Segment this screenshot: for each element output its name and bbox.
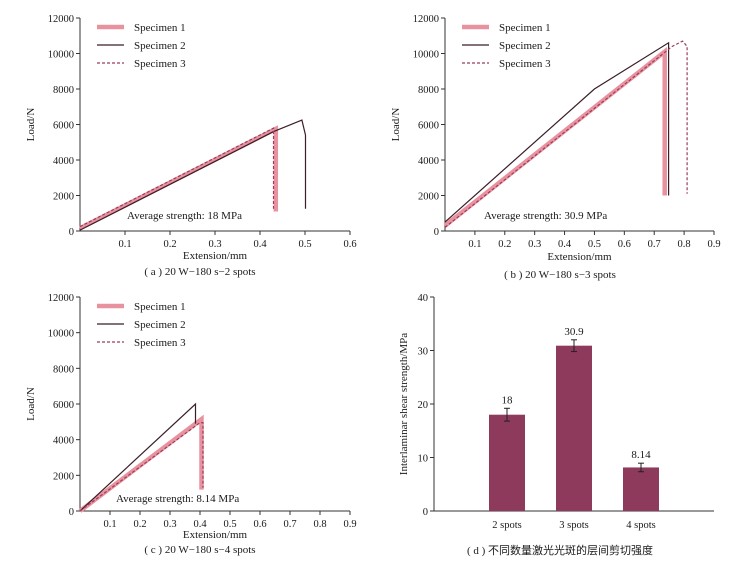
average-strength-annotation: Average strength: 18 MPa	[127, 210, 242, 222]
legend-label-1: Specimen 1	[134, 301, 186, 313]
y-axis-label: Load/N	[390, 108, 402, 142]
legend-label-1: Specimen 1	[134, 22, 186, 34]
series-line-3	[444, 40, 688, 228]
y-axis-label: Load/N	[25, 108, 37, 142]
y-tick-label: 10000	[48, 329, 74, 340]
panel-caption: ( c ) 20 W−180 s−4 spots	[144, 544, 255, 556]
legend-label-3: Specimen 3	[134, 58, 186, 70]
category-label: 2 spots	[492, 520, 521, 531]
x-tick-label: 0.2	[498, 239, 511, 250]
x-tick-label: 0.4	[253, 239, 267, 250]
x-tick-label: 0.4	[558, 239, 572, 250]
y-tick-label: 12000	[413, 14, 439, 25]
y-tick-label: 40	[418, 293, 429, 304]
x-tick-label: 0.5	[588, 239, 601, 250]
y-tick-label: 0	[423, 507, 428, 518]
bar-1	[489, 414, 525, 511]
panel-a: 0.1 0.2 0.3 0.4 0.5 0.6 0 2000 4000 6000 8000 10000…	[25, 14, 357, 278]
series-line-1	[78, 125, 279, 231]
y-tick-label: 4000	[53, 156, 74, 167]
series-line-3	[79, 422, 204, 512]
panel-c: 0.1 0.2 0.3 0.4 0.5 0.6 0.7 0.8 0.9 0 2000 4000 6000…	[25, 293, 357, 556]
x-tick-label: 0.5	[223, 519, 236, 530]
panel-caption: ( b ) 20 W−180 s−3 spots	[504, 269, 616, 281]
x-tick-label: 0.2	[163, 239, 176, 250]
x-tick-label: 0.7	[648, 239, 661, 250]
y-tick-label: 12000	[48, 14, 74, 25]
y-tick-label: 6000	[53, 400, 74, 411]
x-tick-label: 0.3	[163, 519, 176, 530]
panel-d: 0 10 20 30 40 Interlaminar shear strength/MPa…	[398, 293, 714, 557]
series-line-1	[443, 47, 667, 228]
x-axis-label: Extension/mm	[183, 529, 248, 541]
legend-label-2: Specimen 2	[134, 40, 186, 52]
x-tick-label: 0.3	[528, 239, 541, 250]
y-tick-label: 4000	[418, 156, 439, 167]
y-tick-label: 2000	[53, 471, 74, 482]
panel-b: 0.1 0.2 0.3 0.4 0.5 0.6 0.7 0.8 0.9 0 2000 4000 6000…	[390, 14, 721, 281]
x-tick-label: 0.9	[343, 519, 356, 530]
y-tick-label: 0	[434, 227, 439, 238]
panel-caption: ( a ) 20 W−180 s−2 spots	[144, 266, 255, 278]
x-tick-label: 0.1	[468, 239, 481, 250]
average-strength-annotation: Average strength: 30.9 MPa	[484, 210, 607, 222]
legend-label-3: Specimen 3	[134, 337, 186, 349]
x-axis-label: Extension/mm	[547, 251, 612, 263]
y-tick-label: 2000	[53, 192, 74, 203]
bar-3	[623, 467, 659, 511]
y-tick-label: 8000	[53, 85, 74, 96]
series-line-2	[79, 119, 307, 231]
x-tick-label: 0.8	[678, 239, 691, 250]
x-tick-label: 0.5	[298, 239, 311, 250]
y-tick-label: 10	[418, 454, 429, 465]
category-label: 3 spots	[559, 520, 588, 531]
series-line-2	[444, 41, 670, 223]
y-tick-label: 2000	[418, 192, 439, 203]
series-line-2	[79, 402, 197, 512]
y-tick-label: 8000	[418, 85, 439, 96]
bar-value-label: 8.14	[631, 449, 651, 461]
y-axis-label: Interlaminar shear strength/MPa	[398, 333, 410, 475]
x-tick-label: 0.1	[118, 239, 131, 250]
panel-caption: ( d ) 不同数量激光光斑的层间剪切强度	[467, 543, 653, 557]
y-tick-label: 30	[418, 347, 429, 358]
bar-value-label: 30.9	[564, 326, 584, 338]
average-strength-annotation: Average strength: 8.14 MPa	[116, 493, 239, 505]
y-tick-label: 10000	[48, 50, 74, 61]
bar-2	[556, 345, 592, 511]
legend-label-3: Specimen 3	[499, 58, 551, 70]
y-tick-label: 0	[69, 507, 74, 518]
x-tick-label: 0.3	[208, 239, 221, 250]
x-tick-label: 0.2	[133, 519, 146, 530]
legend-label-2: Specimen 2	[134, 319, 186, 331]
y-tick-label: 4000	[53, 436, 74, 447]
x-tick-label: 0.7	[283, 519, 296, 530]
y-tick-label: 0	[69, 227, 74, 238]
x-axis-label: Extension/mm	[183, 250, 248, 262]
x-tick-label: 0.6	[253, 519, 266, 530]
y-tick-label: 10000	[413, 50, 439, 61]
legend-label-2: Specimen 2	[499, 40, 551, 52]
series-line-3	[79, 127, 275, 228]
y-axis-label: Load/N	[25, 387, 37, 421]
legend-label-1: Specimen 1	[499, 22, 551, 34]
x-tick-label: 0.4	[193, 519, 207, 530]
x-tick-label: 0.8	[313, 519, 326, 530]
x-tick-label: 0.6	[343, 239, 356, 250]
series-line-1	[78, 414, 204, 513]
bar-value-label: 18	[502, 394, 514, 406]
y-tick-label: 8000	[53, 364, 74, 375]
x-tick-label: 0.9	[707, 239, 720, 250]
x-tick-label: 0.1	[103, 519, 116, 530]
category-label: 4 spots	[626, 520, 655, 531]
x-tick-label: 0.6	[618, 239, 631, 250]
y-tick-label: 6000	[418, 121, 439, 132]
y-tick-label: 12000	[48, 293, 74, 304]
y-tick-label: 6000	[53, 121, 74, 132]
y-tick-label: 20	[418, 400, 429, 411]
